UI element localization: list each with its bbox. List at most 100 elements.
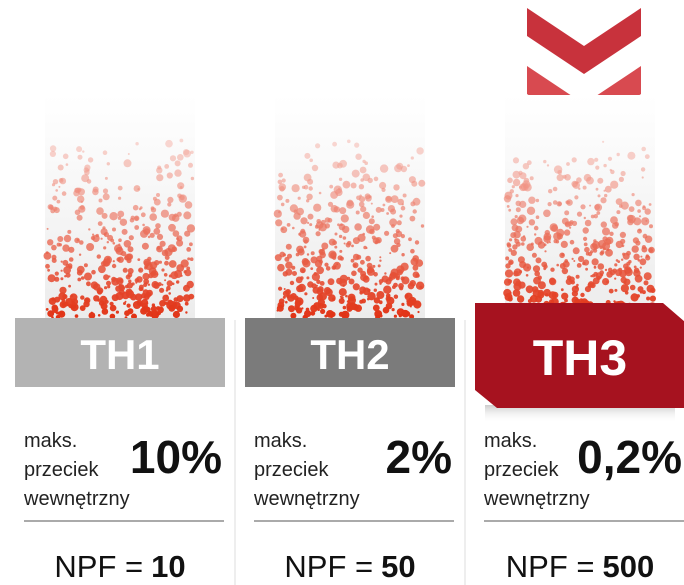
particle (561, 288, 564, 291)
particle (351, 259, 355, 263)
particle (290, 281, 294, 285)
particle (312, 297, 314, 299)
particle (644, 272, 652, 280)
particle (363, 276, 370, 283)
particle (641, 217, 649, 225)
particle (61, 261, 63, 263)
particle (116, 257, 120, 261)
particle (605, 249, 613, 257)
particle (118, 186, 123, 191)
particle (156, 273, 158, 275)
particle (584, 247, 590, 253)
particle (608, 157, 612, 161)
particle (513, 157, 519, 163)
particle (639, 215, 641, 217)
particle (547, 164, 549, 166)
particle (326, 310, 334, 318)
particle (393, 184, 399, 190)
particle (371, 203, 373, 205)
particle (347, 200, 354, 207)
particle (62, 191, 67, 196)
particle (118, 238, 122, 242)
particle (641, 147, 646, 152)
particle (310, 305, 317, 312)
particle (632, 193, 635, 196)
particle (117, 211, 124, 218)
particle (58, 165, 64, 171)
particle (157, 246, 161, 250)
particle (585, 220, 592, 227)
particle (186, 267, 190, 271)
particle (355, 305, 362, 312)
particle (281, 228, 283, 230)
particle (351, 298, 354, 301)
particle (605, 269, 607, 271)
particle (343, 306, 347, 310)
particle (141, 212, 146, 217)
particle (566, 162, 570, 166)
particle (74, 238, 80, 244)
particle (173, 311, 180, 318)
particle (638, 286, 644, 292)
description-line: wewnętrzny (483, 488, 590, 510)
particle (411, 156, 414, 159)
particle (359, 184, 364, 189)
particle (416, 147, 423, 154)
particle (280, 226, 287, 233)
particle (318, 229, 320, 231)
particle (318, 303, 324, 309)
particle (409, 280, 416, 287)
particle (153, 228, 160, 235)
particle (328, 218, 333, 223)
particle (519, 184, 527, 192)
particle (166, 295, 168, 297)
particle (564, 229, 570, 235)
particle (309, 223, 312, 226)
particle (60, 277, 63, 280)
particle (523, 263, 531, 271)
particle (632, 245, 639, 252)
particle (512, 185, 515, 188)
particle (572, 157, 577, 162)
particle (183, 150, 191, 158)
particle (166, 289, 168, 291)
particle (296, 208, 304, 216)
particle (54, 310, 58, 314)
particle (91, 236, 95, 240)
particle (641, 167, 645, 171)
particle (637, 209, 641, 213)
particle (330, 314, 332, 316)
particle (515, 194, 518, 197)
particle (277, 264, 285, 272)
particle (190, 257, 194, 261)
particle (184, 269, 191, 276)
particle (277, 309, 279, 311)
particle (513, 231, 520, 238)
particle (343, 285, 345, 287)
particle (187, 257, 190, 260)
particle (620, 239, 625, 244)
particle (104, 233, 107, 236)
particle (517, 217, 524, 224)
particle (296, 277, 303, 284)
particle (416, 282, 424, 290)
particle (627, 152, 635, 160)
particle (156, 193, 160, 197)
particle (371, 215, 374, 218)
particle (287, 290, 290, 293)
particle (353, 264, 356, 267)
particle (298, 197, 301, 200)
particle (577, 263, 582, 268)
particle (157, 234, 163, 240)
particle (628, 260, 631, 263)
npf-label: NPF = (54, 549, 143, 584)
particle (332, 265, 336, 269)
particle (319, 192, 322, 195)
particle (103, 274, 109, 280)
particle (592, 274, 595, 277)
particle (288, 305, 295, 312)
particle (589, 205, 591, 207)
particle (304, 185, 309, 190)
particle (598, 194, 601, 197)
particle (70, 293, 78, 301)
